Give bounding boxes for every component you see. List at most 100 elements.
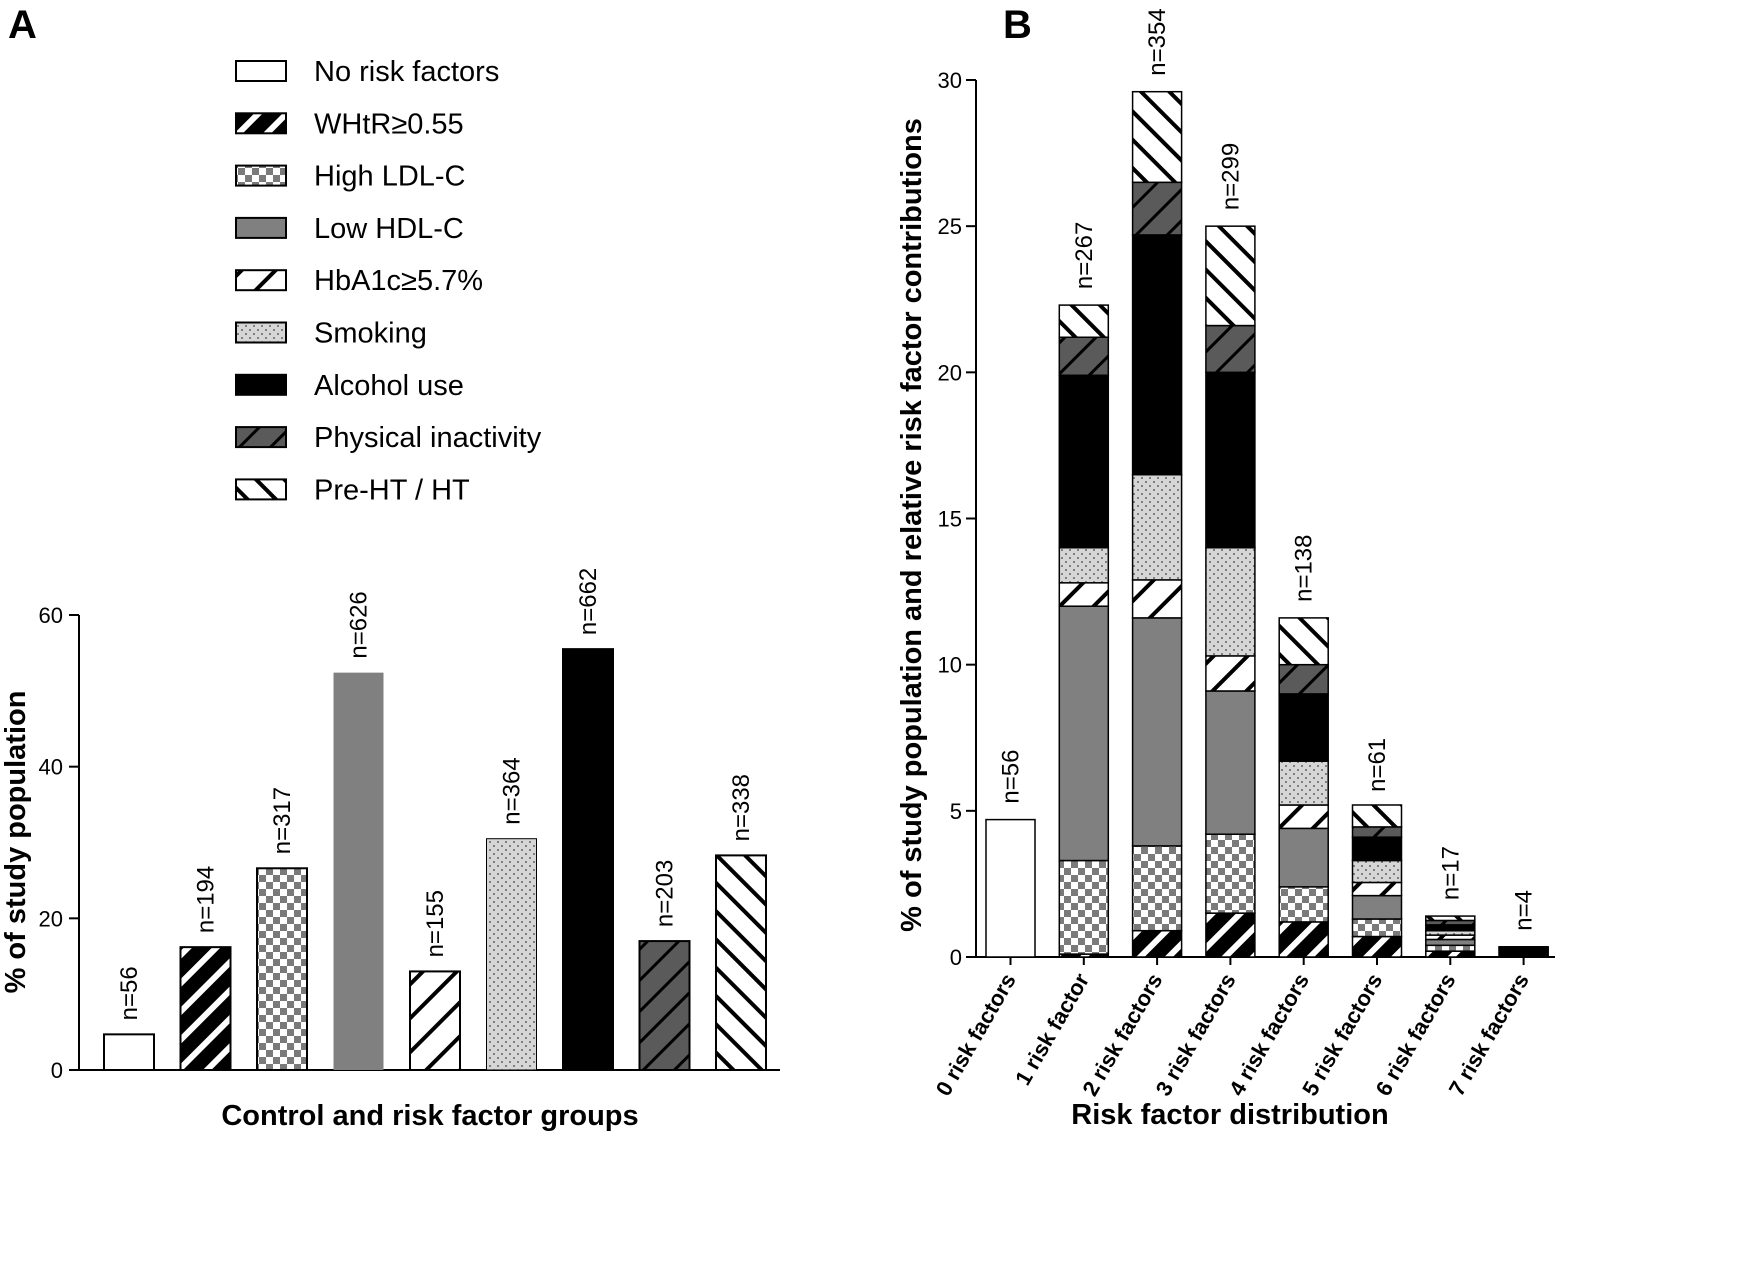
panel-b-segment-preht	[1278, 617, 1329, 666]
panel-a-n-label: n=155	[422, 890, 449, 957]
panel-b-ytick-label: 30	[938, 68, 962, 93]
panel-a-ytick-label: 0	[51, 1058, 63, 1083]
panel-b-n-label: n=56	[998, 750, 1025, 804]
legend-swatch-whtr	[235, 112, 287, 135]
panel-a-letter: A	[8, 3, 37, 47]
panel-a-ytick-label: 60	[39, 603, 63, 628]
panel-b-category-label: 0 risk factors	[931, 969, 1021, 1100]
panel-b-segment-ldl	[1205, 833, 1256, 914]
panel-b-segment-hdl	[1351, 894, 1403, 920]
panel-b-segment-inactivity	[1058, 336, 1110, 377]
panel-b-category-label: 1 risk factor	[1010, 969, 1094, 1090]
panel-b-segment-inactivity	[1131, 181, 1183, 236]
panel-b-segment-preht	[1205, 225, 1256, 327]
panel-b-n-label: n=354	[1144, 8, 1171, 75]
panel-b-segment-smoking	[1278, 760, 1329, 806]
panel-a-chart: 0 20 40 60 n=56 n=194 n=317 n=626 n=155 n=364 n=66…	[0, 568, 780, 1132]
panel-a-bar-preht	[715, 854, 767, 1071]
panel-b-segment-smoking	[1058, 546, 1110, 584]
legend-swatch-smoking	[235, 321, 287, 344]
panel-b-segment-hba1c	[1351, 881, 1403, 897]
panel-b-segment-whtr	[1278, 921, 1329, 958]
legend-label-alcohol: Alcohol use	[314, 370, 464, 402]
panel-b-n-label: n=17	[1437, 846, 1464, 900]
panel-b-segment-ldl	[1351, 918, 1403, 938]
panel-b-segment-ldl	[1131, 845, 1183, 932]
legend-label-hba1c: HbA1c≥5.7%	[314, 265, 483, 297]
panel-b-segment-inactivity	[1278, 663, 1329, 695]
legend-swatch-ldl	[235, 164, 287, 187]
legend-swatch-alcohol	[235, 373, 287, 396]
panel-b-segment-alcohol	[1351, 836, 1403, 862]
panel-b-segment-hdl	[1058, 605, 1110, 862]
panel-a-n-label: n=338	[728, 774, 755, 841]
legend-label-hdl: Low HDL-C	[314, 213, 464, 245]
panel-a-n-label: n=364	[499, 757, 526, 824]
panel-a-bar-hba1c	[409, 970, 461, 1072]
panel-b-segment-alcohol	[1058, 374, 1110, 549]
panel-b-segment-preht	[1058, 304, 1110, 339]
panel-b-ytick-label: 20	[938, 360, 962, 385]
panel-b-segment-hdl	[1131, 617, 1183, 847]
panel-b-segment-alcohol	[1425, 924, 1476, 932]
panel-b-segment-hba1c	[1278, 804, 1329, 830]
panel-b-segment-preht	[1498, 946, 1549, 949]
panel-a-n-label: n=203	[652, 860, 679, 927]
panel-b-segment-ldl	[1058, 859, 1110, 955]
panel-b-segment-alcohol	[1278, 693, 1329, 762]
legend-label-no_risk: No risk factors	[314, 56, 499, 88]
legend-swatch-inactivity	[235, 426, 287, 449]
legend: No risk factors WHtR≥0.55 High LDL-C Low HD…	[235, 56, 542, 506]
panel-b-segment-whtr	[1351, 935, 1403, 958]
legend-label-whtr: WHtR≥0.55	[314, 108, 464, 140]
panel-b-segment-whtr	[1425, 950, 1476, 958]
panel-b-chart: 0 5 10 15 20 25 30 n=56 0 risk factors n=267 1 ris…	[896, 8, 1555, 1131]
panel-a-bar-smoking	[486, 838, 537, 1071]
panel-b-segment-hba1c	[1058, 582, 1110, 607]
panel-b-segment-hdl	[1205, 690, 1256, 835]
panel-b-ytick-label: 10	[938, 653, 962, 678]
panel-b-ytick-label: 15	[938, 507, 962, 532]
panel-a-n-label: n=662	[575, 568, 602, 635]
panel-a-bar-inactivity	[638, 940, 691, 1071]
panel-b-segment-preht	[1425, 915, 1476, 922]
panel-a-n-label: n=317	[269, 787, 296, 854]
legend-label-smoking: Smoking	[314, 318, 427, 350]
panel-a-bar-ldl	[256, 867, 308, 1071]
panel-a-n-label: n=56	[116, 966, 143, 1020]
panel-b-x-title: Risk factor distribution	[1071, 1099, 1388, 1131]
panel-b-n-label: n=267	[1071, 222, 1098, 289]
panel-b-segment-preht	[1131, 90, 1183, 184]
panel-b-segment-inactivity	[1205, 324, 1256, 374]
legend-label-inactivity: Physical inactivity	[314, 422, 542, 454]
panel-b-segment-whtr	[1205, 912, 1256, 958]
panel-b-n-label: n=61	[1364, 738, 1391, 792]
panel-b-category-label: 7 risk factors	[1444, 969, 1534, 1100]
panel-b-segment-preht	[1351, 804, 1403, 828]
panel-a-n-label: n=626	[346, 591, 373, 658]
panel-b-ytick-label: 5	[950, 799, 962, 824]
legend-swatch-hdl	[235, 216, 287, 239]
panel-a-bar-hdl	[333, 672, 384, 1070]
panel-b-segment-hba1c	[1205, 655, 1256, 692]
panel-a-n-label: n=194	[193, 866, 220, 933]
panel-a-bar-no_risk	[103, 1033, 155, 1071]
legend-swatch-hba1c	[235, 269, 287, 292]
panel-b-segment-ldl	[1278, 886, 1329, 923]
panel-b-segment-alcohol	[1131, 234, 1183, 476]
panel-b-y-title: % of study population and relative risk …	[896, 118, 928, 932]
legend-swatch-no_risk	[235, 60, 287, 82]
panel-b-segment-smoking	[1351, 859, 1403, 884]
panel-b-segment-hba1c	[1131, 579, 1183, 619]
panel-b-n-label: n=4	[1511, 890, 1538, 931]
panel-b-n-label: n=138	[1291, 534, 1318, 601]
panel-b-letter: B	[1003, 3, 1032, 47]
panel-b-segment-alcohol	[1205, 371, 1256, 549]
panel-b-segment-inactivity	[1351, 826, 1403, 838]
legend-label-ldl: High LDL-C	[314, 161, 466, 193]
panel-b-n-label: n=299	[1217, 143, 1244, 210]
panel-a-bar-whtr	[179, 946, 232, 1072]
panel-b-segment-hdl	[1278, 827, 1329, 888]
panel-b-segment-whtr	[1131, 929, 1183, 958]
